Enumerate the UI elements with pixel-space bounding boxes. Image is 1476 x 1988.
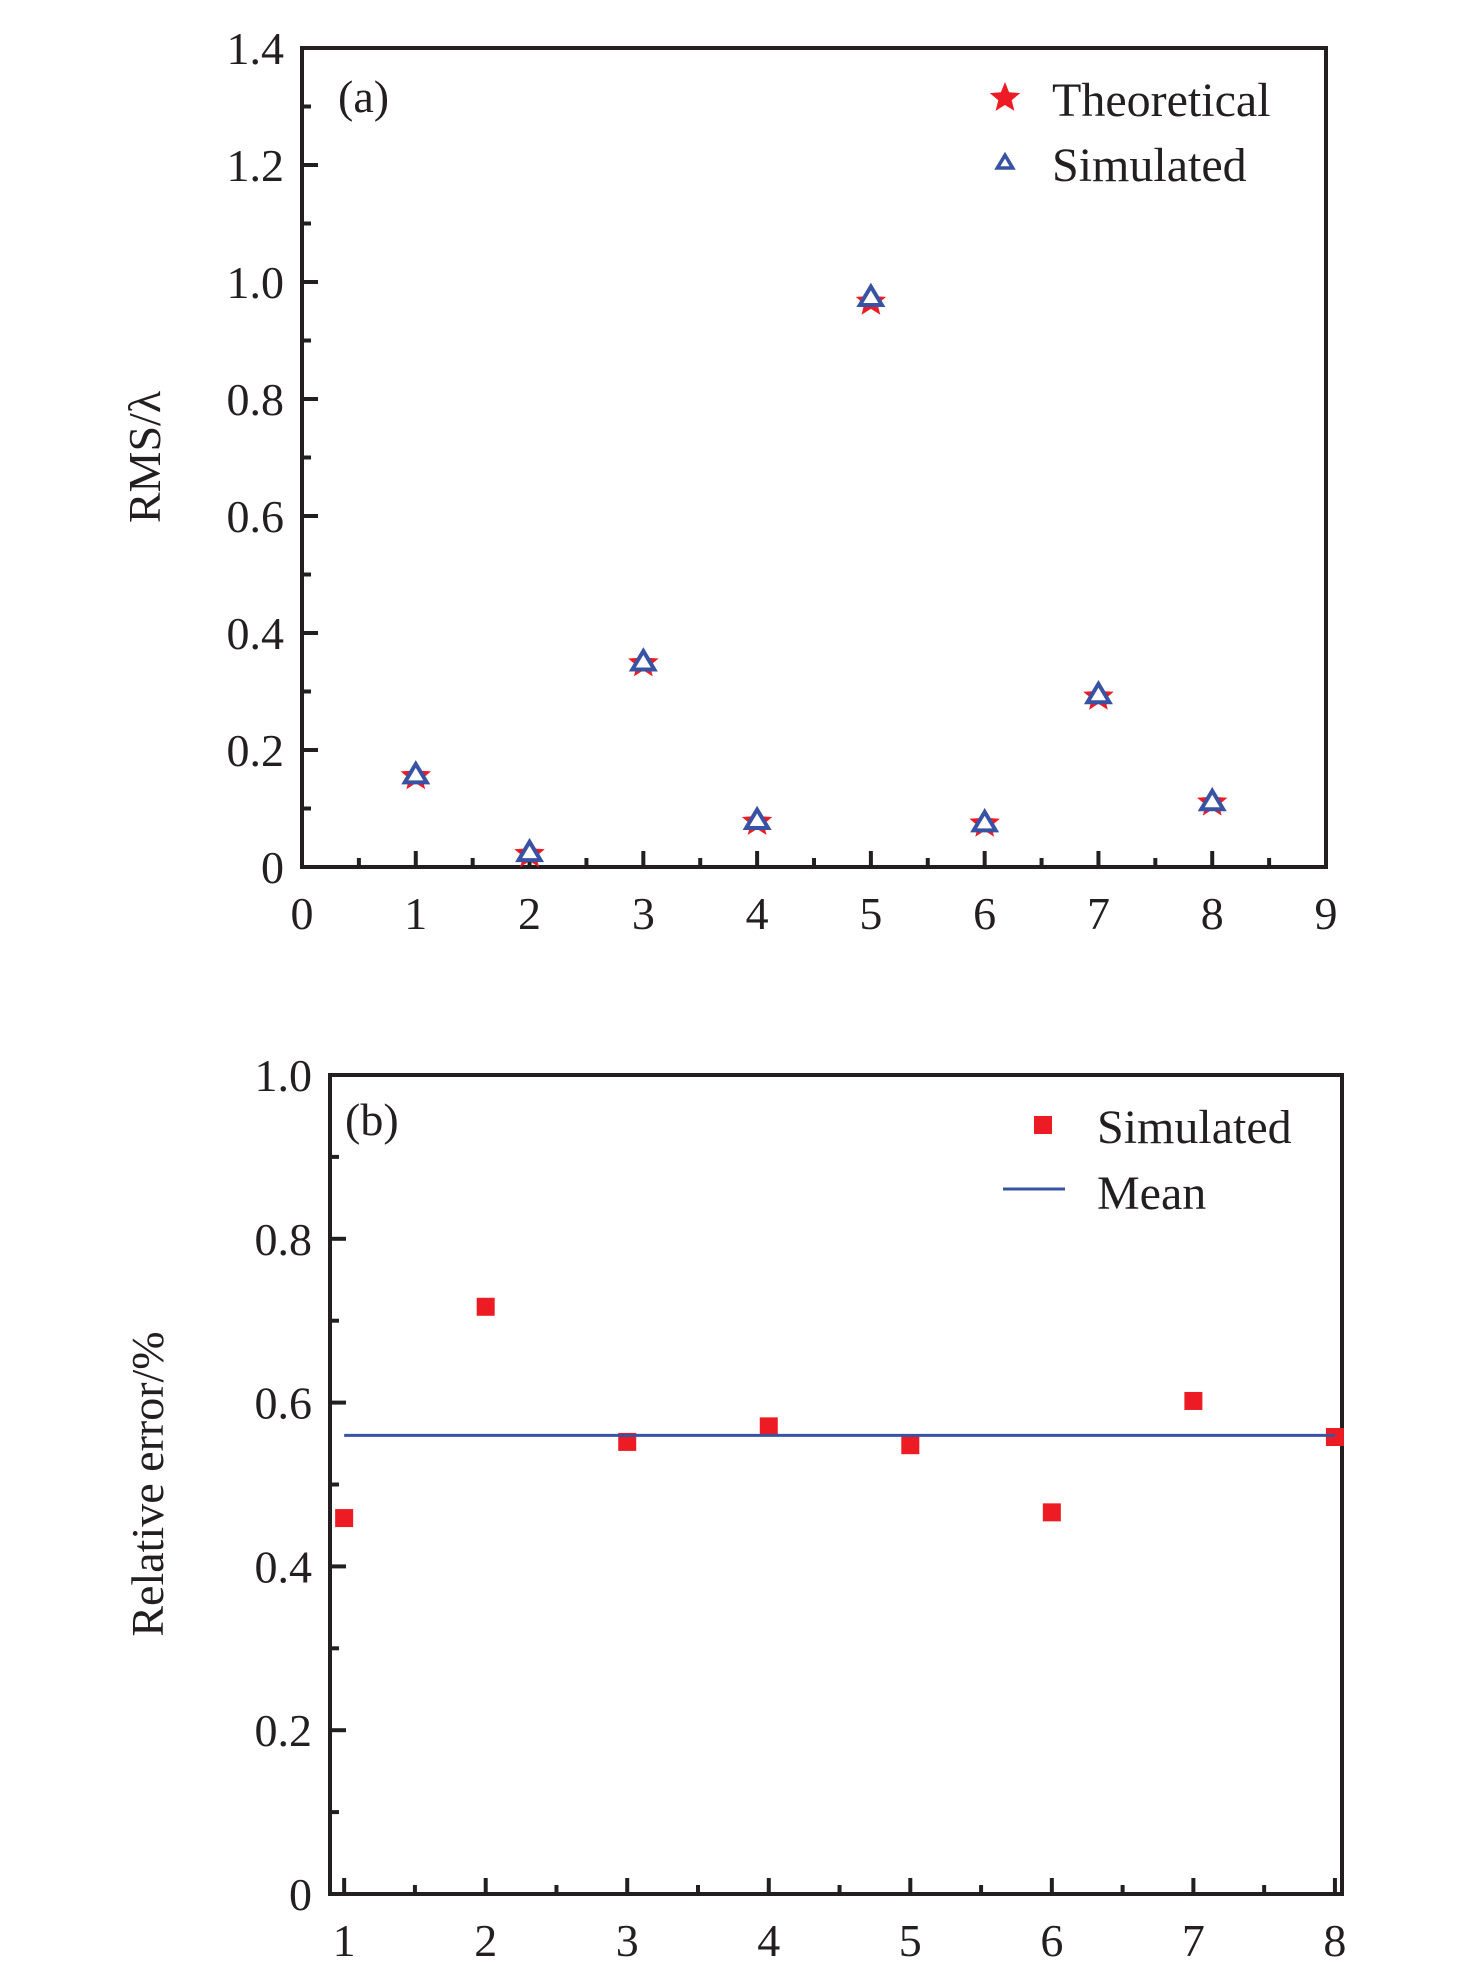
x-tick-label: 9 <box>1315 888 1338 939</box>
data-point-square <box>335 1509 354 1528</box>
legend-star-icon <box>989 82 1021 111</box>
x-tick-label: 2 <box>518 888 541 939</box>
legend-label: Simulated <box>1052 139 1247 192</box>
data-point-triangle <box>1197 787 1227 812</box>
data-point-triangle <box>628 647 658 672</box>
x-tick-label: 7 <box>1182 1915 1205 1966</box>
data-point-triangle <box>515 837 545 863</box>
x-tick-label: 0 <box>291 888 314 939</box>
panel-label: (a) <box>338 71 389 122</box>
legend-item: Simulated <box>1034 1101 1292 1154</box>
legend-label: Mean <box>1097 1167 1206 1220</box>
x-tick-label: 3 <box>616 1915 639 1966</box>
data-point-triangle <box>401 760 431 785</box>
y-tick-label: 0 <box>289 1869 312 1920</box>
data-point-square <box>1042 1503 1061 1522</box>
data-point-square <box>759 1417 778 1436</box>
series-simulated <box>335 1297 1344 1528</box>
y-tick-label: 0.6 <box>227 491 285 542</box>
y-axis-title: RMS/λ <box>119 390 170 523</box>
legend-label: Simulated <box>1097 1101 1292 1154</box>
y-tick-label: 0.8 <box>255 1214 313 1265</box>
data-point-square <box>1325 1427 1344 1446</box>
y-tick-label: 0.6 <box>255 1378 313 1429</box>
y-axis-title: Relative error/% <box>122 1331 173 1636</box>
legend-item: Mean <box>1003 1167 1206 1220</box>
x-tick-label: 3 <box>632 888 655 939</box>
series-simulated <box>401 282 1227 863</box>
series-theoretical <box>400 285 1228 868</box>
y-tick-label: 1.4 <box>227 23 285 74</box>
panel-a: 0 0.2 0.4 0.6 0.8 1.0 1.2 1.4 0 1 2 3 4 5 6 7 8 9 RMS/λ (a)… <box>119 23 1338 939</box>
data-point-square <box>618 1432 637 1451</box>
x-tick-label: 5 <box>859 888 882 939</box>
x-tick-label: 6 <box>973 888 996 939</box>
data-point-triangle <box>1083 679 1113 705</box>
y-tick-label: 1.0 <box>255 1050 313 1101</box>
data-point-triangle <box>970 808 1000 833</box>
x-tick-label: 1 <box>333 1915 356 1966</box>
x-tick-label: 5 <box>899 1915 922 1966</box>
data-point-triangle <box>856 282 886 307</box>
x-tick-label: 8 <box>1323 1915 1346 1966</box>
y-tick-label: 0.2 <box>255 1705 313 1756</box>
y-tick-label: 1.0 <box>227 257 285 308</box>
y-tick-label: 0.4 <box>227 608 285 659</box>
x-tick-label: 7 <box>1087 888 1110 939</box>
x-tick-label: 2 <box>474 1915 497 1966</box>
y-tick-label: 0.4 <box>255 1541 313 1592</box>
y-tick-label: 1.2 <box>227 140 285 191</box>
y-tick-label: 0 <box>261 842 284 893</box>
panel-label: (b) <box>345 1094 399 1145</box>
data-point-square <box>476 1297 495 1316</box>
legend-item: Theoretical <box>989 74 1271 127</box>
x-tick-label: 6 <box>1040 1915 1063 1966</box>
data-point-triangle <box>742 805 772 830</box>
x-tick-label: 4 <box>746 888 769 939</box>
legend-triangle-icon <box>994 151 1016 170</box>
x-tick-label: 1 <box>404 888 427 939</box>
legend-item: Simulated <box>994 139 1247 192</box>
data-point-square <box>901 1436 920 1455</box>
panel-b: 0 0.2 0.4 0.6 0.8 1.0 1 2 3 4 5 6 7 8 Relative error/%… <box>122 1050 1346 1966</box>
x-tick-label: 4 <box>757 1915 780 1966</box>
legend-label: Theoretical <box>1052 74 1271 127</box>
legend-square-icon <box>1034 1116 1052 1134</box>
y-tick-label: 0.8 <box>227 374 285 425</box>
y-tick-label: 0.2 <box>227 725 285 776</box>
data-point-square <box>1184 1391 1203 1410</box>
x-tick-label: 8 <box>1201 888 1224 939</box>
